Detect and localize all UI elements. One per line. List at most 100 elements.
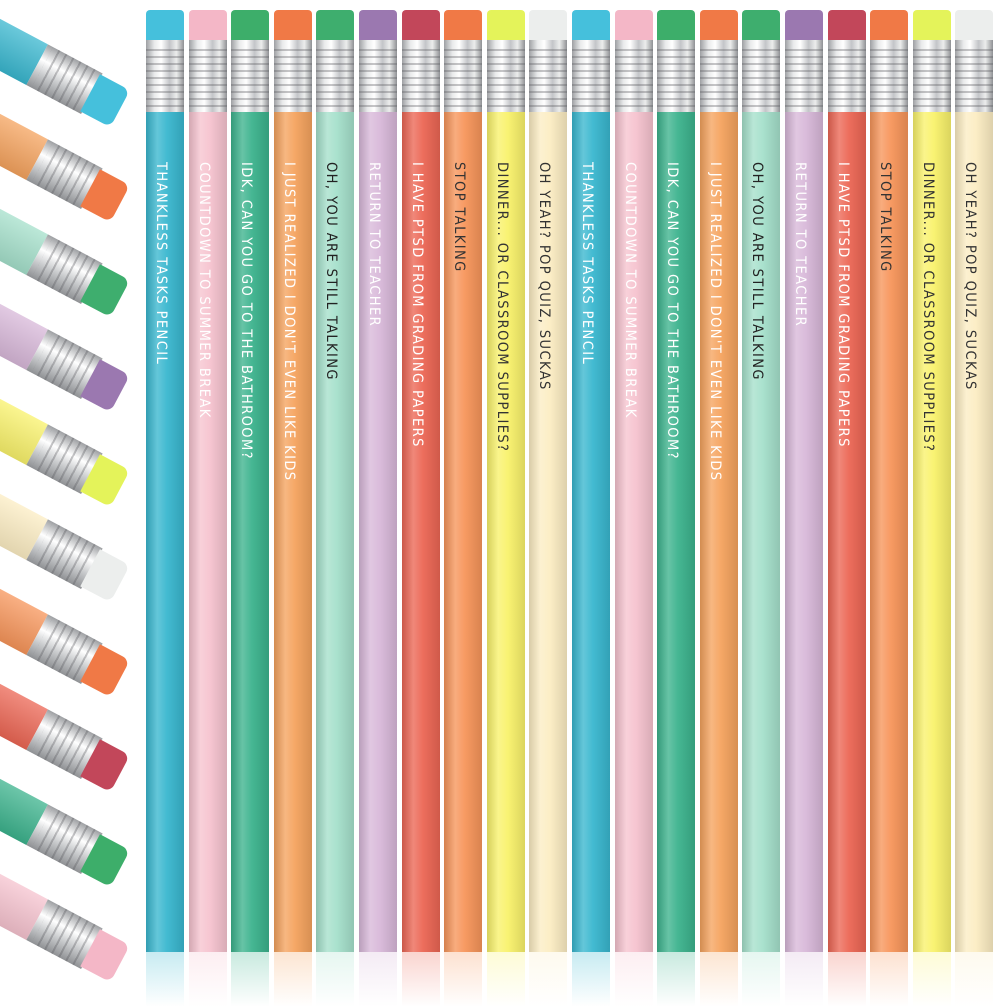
pencil-reflection	[699, 952, 738, 1007]
pencil-ferrule	[231, 40, 270, 112]
pencil-eraser	[955, 10, 994, 42]
pencil-slogan: I HAVE PTSD FROM GRADING PAPERS	[408, 162, 425, 448]
pencil-eraser	[316, 10, 355, 42]
pencil-ferrule	[359, 40, 397, 112]
pencil-slogan: OH YEAH? POP QUIZ, SUCKAS	[536, 162, 553, 391]
pencil-reflection	[316, 952, 355, 1007]
pencil-ferrule	[955, 40, 994, 112]
pencil-eraser	[486, 10, 525, 42]
pencil-reflection	[146, 952, 184, 1007]
pencil-slogan: IDK, CAN YOU GO TO THE BATHROOM?	[238, 162, 255, 460]
pencil-ferrule	[699, 40, 738, 112]
pencil-slogan: COUNTDOWN TO SUMMER BREAK	[621, 162, 638, 419]
pencil-reflection	[444, 952, 483, 1007]
pencil-ferrule	[273, 40, 312, 112]
pencil-ferrule	[316, 40, 355, 112]
pencil-reflection	[572, 952, 610, 1007]
pencil-barrel: OH, YOU ARE STILL TALKING	[316, 112, 355, 952]
pencil-ferrule	[912, 40, 951, 112]
pencil-reflection	[912, 952, 951, 1007]
pencil-reflection	[231, 952, 270, 1007]
pencil: OH YEAH? POP QUIZ, SUCKAS	[529, 10, 568, 1007]
pencil: RETURN TO TEACHER	[785, 10, 823, 1007]
pencil-eraser	[572, 10, 610, 42]
pencil: COUNTDOWN TO SUMMER BREAK	[188, 10, 227, 1007]
pencil-eraser	[785, 10, 823, 42]
pencil-slogan: THANKLESS TASKS PENCIL	[579, 162, 595, 366]
pencil-reflection	[401, 952, 440, 1007]
pencil-barrel: OH YEAH? POP QUIZ, SUCKAS	[955, 112, 994, 952]
pencil-reflection	[870, 952, 909, 1007]
pencil-slogan: DINNER... OR CLASSROOM SUPPLIES?	[493, 162, 510, 453]
pencil-eraser	[273, 10, 312, 42]
pencil-barrel: RETURN TO TEACHER	[785, 112, 823, 952]
pencil-eraser	[657, 10, 696, 42]
pencil-eraser	[359, 10, 397, 42]
pencil-barrel: DINNER... OR CLASSROOM SUPPLIES?	[486, 112, 525, 952]
pencil: THANKLESS TASKS PENCIL	[146, 10, 184, 1007]
pencil-barrel: I HAVE PTSD FROM GRADING PAPERS	[401, 112, 440, 952]
pencil-barrel: COUNTDOWN TO SUMMER BREAK	[188, 112, 227, 952]
pencil-slogan: THANKLESS TASKS PENCIL	[153, 162, 169, 366]
pencil-reflection	[188, 952, 227, 1007]
pencil-ferrule	[614, 40, 653, 112]
pencil-ferrule	[742, 40, 781, 112]
pencil-eraser	[146, 10, 184, 42]
pencil: I HAVE PTSD FROM GRADING PAPERS	[401, 10, 440, 1007]
pencil-reflection	[359, 952, 397, 1007]
pencil-barrel: IDK, CAN YOU GO TO THE BATHROOM?	[657, 112, 696, 952]
pencil-slogan: RETURN TO TEACHER	[366, 162, 382, 328]
pencil: I HAVE PTSD FROM GRADING PAPERS	[827, 10, 866, 1007]
pencil-barrel: STOP TALKING	[870, 112, 909, 952]
pencil-ferrule	[572, 40, 610, 112]
pencil-barrel: THANKLESS TASKS PENCIL	[146, 112, 184, 952]
pencil-slogan: DINNER... OR CLASSROOM SUPPLIES?	[919, 162, 936, 453]
pencil-eraser	[827, 10, 866, 42]
pencil-reflection	[614, 952, 653, 1007]
pencil-slogan: OH, YOU ARE STILL TALKING	[749, 162, 766, 381]
pencil-ferrule	[146, 40, 184, 112]
pencil-slogan: I HAVE PTSD FROM GRADING PAPERS	[834, 162, 851, 448]
pencil-slogan: I JUST REALIZED I DON'T EVEN LIKE KIDS	[280, 162, 297, 482]
pencil-slogan: COUNTDOWN TO SUMMER BREAK	[195, 162, 212, 419]
tilted-pencil: TH	[0, 0, 136, 132]
pencil: OH, YOU ARE STILL TALKING	[316, 10, 355, 1007]
pencil-barrel: I JUST REALIZED I DON'T EVEN LIKE KIDS	[699, 112, 738, 952]
pencil-barrel: OH, YOU ARE STILL TALKING	[742, 112, 781, 952]
pencil-eraser	[444, 10, 483, 42]
pencil-eraser	[699, 10, 738, 42]
pencil-barrel: OH YEAH? POP QUIZ, SUCKAS	[529, 112, 568, 952]
pencil-barrel: DINNER... OR CLASSROOM SUPPLIES?	[912, 112, 951, 952]
pencil-ferrule	[657, 40, 696, 112]
pencil: THANKLESS TASKS PENCIL	[572, 10, 610, 1007]
pencil-barrel: IDK, CAN YOU GO TO THE BATHROOM?	[231, 112, 270, 952]
pencil-eraser	[870, 10, 909, 42]
pencil-eraser	[231, 10, 270, 42]
pencil-slogan: STOP TALKING	[451, 162, 468, 273]
pencil-slogan: OH YEAH? POP QUIZ, SUCKAS	[962, 162, 979, 391]
pencil: IDK, CAN YOU GO TO THE BATHROOM?	[657, 10, 696, 1007]
pencil-ferrule	[188, 40, 227, 112]
pencil-barrel: RETURN TO TEACHER	[359, 112, 397, 952]
pencil-reflection	[657, 952, 696, 1007]
pencil-reflection	[486, 952, 525, 1007]
pencil-ferrule	[870, 40, 909, 112]
pencil-reflection	[529, 952, 568, 1007]
pencil-reflection	[955, 952, 994, 1007]
pencil: IDK, CAN YOU GO TO THE BATHROOM?	[231, 10, 270, 1007]
pencil-ferrule	[486, 40, 525, 112]
pencil: RETURN TO TEACHER	[359, 10, 397, 1007]
pencil-slogan: STOP TALKING	[877, 162, 894, 273]
pencil: STOP TALKING	[870, 10, 909, 1007]
pencil: COUNTDOWN TO SUMMER BREAK	[614, 10, 653, 1007]
pencil-reflection	[785, 952, 823, 1007]
pencil: STOP TALKING	[444, 10, 483, 1007]
pencil-eraser	[614, 10, 653, 42]
pencil-barrel: I JUST REALIZED I DON'T EVEN LIKE KIDS	[273, 112, 312, 952]
pencil: OH, YOU ARE STILL TALKING	[742, 10, 781, 1007]
pencil-reflection	[742, 952, 781, 1007]
pencil-ferrule	[401, 40, 440, 112]
pencil-ferrule	[785, 40, 823, 112]
pencil-eraser	[401, 10, 440, 42]
